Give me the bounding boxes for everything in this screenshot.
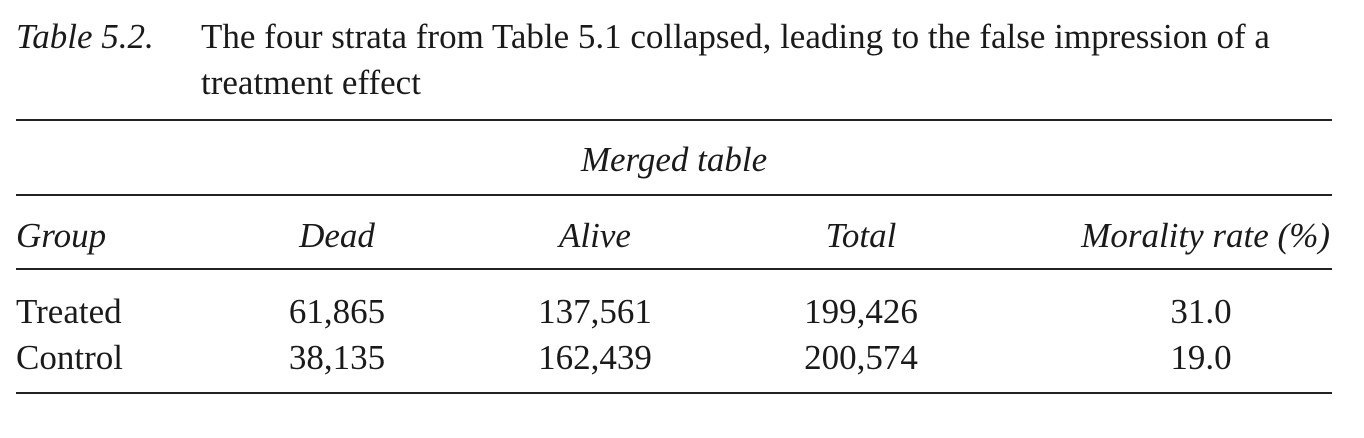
caption-text: The four strata from Table 5.1 collapsed… <box>201 17 1270 102</box>
header-total: Total <box>825 216 897 255</box>
cell-alive: 137,561 <box>538 292 652 331</box>
bottom-rule <box>16 392 1332 394</box>
table-row: Control 38,135 162,439 200,574 19.0 <box>0 335 1364 381</box>
cell-total: 199,426 <box>804 292 918 331</box>
table-header-row: Group Dead Alive Total Morality rate (%) <box>0 212 1364 260</box>
header-bottom-rule <box>16 268 1332 270</box>
caption-label: Table 5.2. <box>16 17 154 56</box>
header-dead: Dead <box>299 216 375 255</box>
cell-dead: 38,135 <box>288 338 386 377</box>
top-rule <box>16 119 1332 121</box>
merged-table-title: Merged table <box>580 140 768 179</box>
header-alive: Alive <box>559 216 631 255</box>
cell-group: Treated <box>16 292 122 331</box>
header-mortality-rate: Morality rate (%) <box>1081 216 1330 255</box>
cell-mortality-rate: 19.0 <box>1170 338 1232 377</box>
header-group: Group <box>16 216 107 255</box>
header-top-rule <box>16 194 1332 196</box>
cell-mortality-rate: 31.0 <box>1170 292 1232 331</box>
cell-group: Control <box>16 338 123 377</box>
cell-total: 200,574 <box>804 338 918 377</box>
table-row: Treated 61,865 137,561 199,426 31.0 <box>0 289 1364 335</box>
cell-alive: 162,439 <box>538 338 652 377</box>
cell-dead: 61,865 <box>288 292 386 331</box>
